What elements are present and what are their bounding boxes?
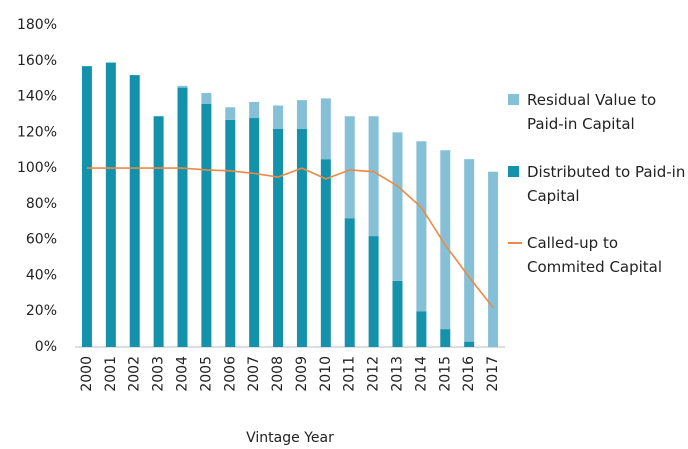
bar bbox=[344, 116, 355, 219]
bar bbox=[129, 75, 140, 347]
bar bbox=[177, 85, 188, 88]
y-tick-label: 0% bbox=[35, 339, 57, 355]
x-tick-label: 2014 bbox=[413, 356, 429, 392]
x-tick-label: 2005 bbox=[198, 356, 214, 392]
bar bbox=[440, 329, 451, 347]
x-tick-label: 2002 bbox=[127, 356, 143, 392]
y-tick-label: 120% bbox=[17, 124, 57, 140]
bar bbox=[440, 150, 451, 330]
bar bbox=[296, 128, 307, 347]
legend-swatch bbox=[508, 166, 519, 177]
legend-swatch bbox=[508, 94, 519, 105]
x-tick-label: 2015 bbox=[437, 356, 453, 392]
x-tick-label: 2010 bbox=[318, 356, 334, 392]
x-tick-label: 2004 bbox=[175, 356, 191, 392]
legend-label: Distributed to Paid-in Capital bbox=[527, 163, 686, 205]
bar bbox=[249, 118, 260, 348]
bar bbox=[81, 66, 92, 348]
bar bbox=[273, 128, 284, 347]
y-tick-label: 100% bbox=[17, 160, 57, 176]
bar bbox=[368, 116, 379, 237]
bar bbox=[273, 105, 284, 129]
bar bbox=[464, 159, 475, 342]
x-tick-label: 2011 bbox=[342, 356, 358, 392]
bar bbox=[368, 236, 379, 347]
line bbox=[86, 167, 494, 309]
x-tick-label: 2012 bbox=[366, 356, 382, 392]
x-tick-label: 2016 bbox=[461, 356, 477, 392]
bar bbox=[177, 87, 188, 347]
bar bbox=[296, 100, 307, 129]
bar bbox=[416, 141, 427, 312]
x-tick-label: 2009 bbox=[294, 356, 310, 392]
bar bbox=[105, 62, 116, 348]
legend-label: Residual Value to Paid-in Capital bbox=[527, 91, 657, 133]
x-tick-label: 2007 bbox=[246, 356, 262, 392]
x-tick-label: 2000 bbox=[79, 356, 95, 392]
bar bbox=[153, 116, 164, 347]
x-tick-label: 2003 bbox=[151, 356, 167, 392]
bar bbox=[416, 311, 427, 347]
bar bbox=[225, 107, 236, 120]
bar bbox=[392, 280, 403, 347]
x-tick-label: 2006 bbox=[222, 356, 238, 392]
bar bbox=[488, 171, 499, 347]
bar bbox=[392, 132, 403, 281]
x-tick-label: 2017 bbox=[485, 356, 501, 392]
bar bbox=[225, 119, 236, 347]
x-tick-label: 2008 bbox=[270, 356, 286, 392]
bar bbox=[201, 103, 212, 347]
x-tick-label: 2013 bbox=[390, 356, 406, 392]
y-tick-label: 180% bbox=[17, 17, 57, 33]
y-tick-label: 160% bbox=[17, 53, 57, 69]
bar bbox=[320, 98, 331, 160]
y-tick-label: 20% bbox=[26, 303, 57, 319]
legend-label: Called-up to Commited Capital bbox=[527, 234, 663, 276]
bar bbox=[201, 92, 212, 104]
y-tick-label: 60% bbox=[26, 232, 57, 248]
bar bbox=[320, 159, 331, 347]
bar bbox=[249, 101, 260, 119]
bar bbox=[464, 341, 475, 347]
y-tick-label: 40% bbox=[26, 267, 57, 283]
legend-swatch bbox=[508, 242, 522, 244]
y-tick-label: 140% bbox=[17, 89, 57, 105]
bar bbox=[344, 218, 355, 347]
y-tick-label: 80% bbox=[26, 196, 57, 212]
x-tick-label: 2001 bbox=[103, 356, 119, 392]
x-axis-label: Vintage Year bbox=[246, 430, 334, 446]
